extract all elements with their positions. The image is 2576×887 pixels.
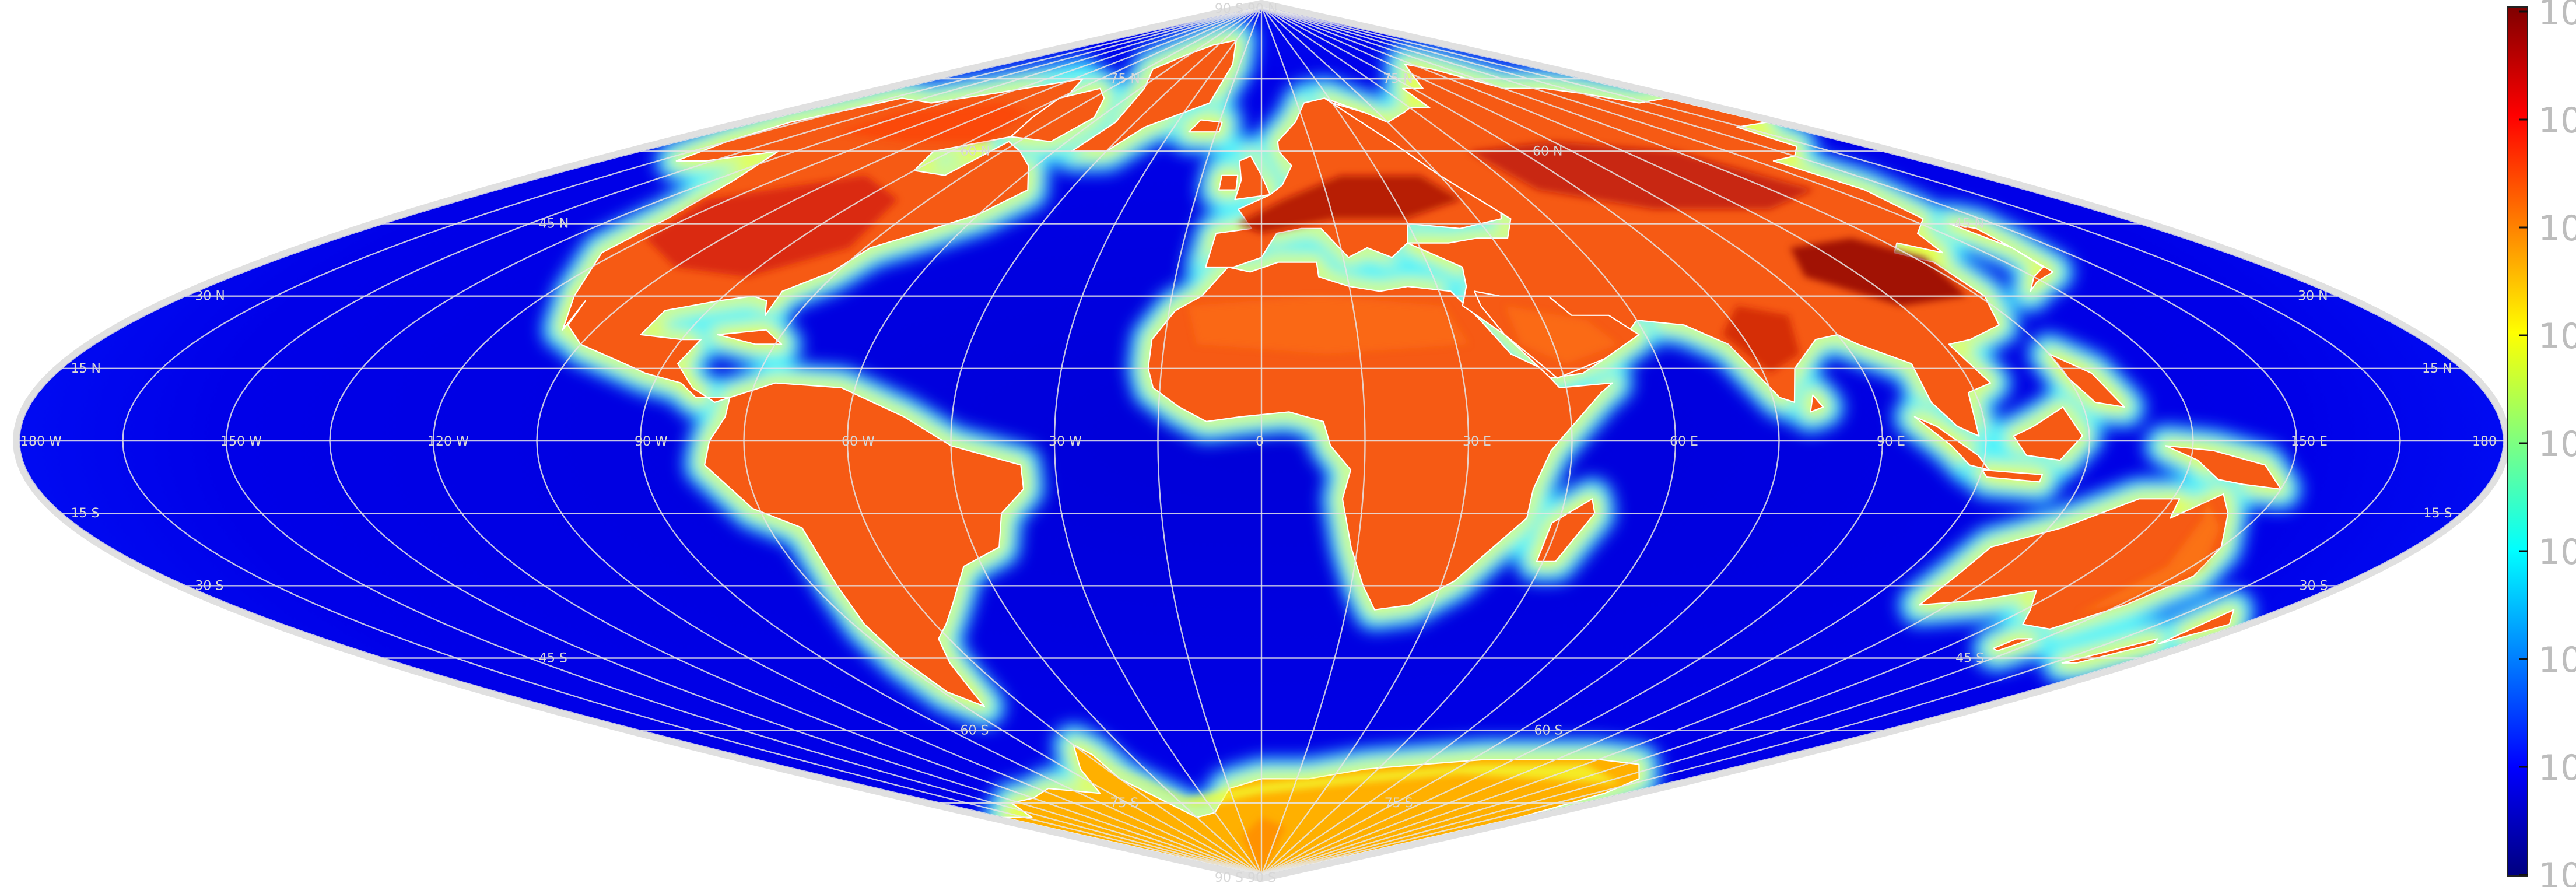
graticule-label: 90 E bbox=[1877, 434, 1905, 449]
shade-siberia-core bbox=[1469, 141, 1814, 209]
graticule-label: 45 S bbox=[539, 651, 567, 666]
land-iceland bbox=[1188, 119, 1223, 133]
colorbar: 10 10 10 10 10 10 10 10 10 bbox=[2507, 0, 2576, 887]
graticule-label: 15 N bbox=[2422, 362, 2452, 376]
graticule-label: 30 N bbox=[195, 289, 225, 304]
shade-canada-north bbox=[837, 103, 1029, 142]
graticule-label: 60 N bbox=[1533, 144, 1562, 159]
colorbar-tick-label: 10 bbox=[2538, 0, 2576, 33]
graticule-label: 60 E bbox=[1670, 434, 1698, 449]
colorbar-tick-label: 10 bbox=[2538, 748, 2576, 788]
graticule-label: 180 bbox=[2472, 434, 2497, 449]
graticule bbox=[19, 6, 2504, 875]
graticule-label: 15 N bbox=[71, 362, 101, 376]
land-cuba bbox=[717, 329, 783, 345]
graticule-label: 45 N bbox=[1954, 217, 1984, 232]
graticule-label: 75 S bbox=[1110, 796, 1138, 811]
graticule-label: 90 S 90 N bbox=[1215, 2, 1277, 16]
land-tasmania bbox=[1992, 638, 2033, 652]
colorbar-ticks: 10 10 10 10 10 10 10 10 10 bbox=[2519, 0, 2576, 887]
graticule-label: 180 W bbox=[20, 434, 62, 449]
shade-antarctica-center bbox=[1242, 817, 1286, 875]
land-srilanka bbox=[1810, 394, 1824, 413]
land-greenland bbox=[1071, 39, 1237, 152]
land-japan bbox=[1948, 223, 2054, 292]
graticule-label: 30 S bbox=[2300, 579, 2328, 593]
shade-arabia-lighter bbox=[1505, 306, 1618, 364]
colorbar-tick-label: 10 bbox=[2538, 208, 2576, 249]
shade-india-core bbox=[1722, 306, 1800, 374]
land-borneo bbox=[2013, 406, 2084, 461]
land-madagascar bbox=[1536, 498, 1596, 562]
graticule-label: 90 W bbox=[635, 434, 668, 449]
colorbar-tick-label: 10 bbox=[2538, 532, 2576, 573]
graticule-label: 30 N bbox=[2298, 289, 2328, 304]
graticule-label: 90 S 90 S bbox=[1215, 871, 1276, 885]
graticule-label: 60 W bbox=[842, 434, 875, 449]
graticule-label: 30 S bbox=[195, 579, 223, 593]
colorbar-tick-label: 10 bbox=[2538, 316, 2576, 357]
graticule-label: 75 N bbox=[1383, 72, 1413, 86]
colorbar-tick-label: 10 bbox=[2538, 100, 2576, 141]
graticule-label: 60 S bbox=[961, 724, 989, 738]
land-ireland bbox=[1218, 174, 1239, 191]
colorbar-tick-label: 10 bbox=[2538, 856, 2576, 887]
colorbar-tick-label: 10 bbox=[2538, 424, 2576, 465]
colorbar-gradient bbox=[2507, 6, 2528, 877]
graticule-label: 45 S bbox=[1955, 651, 1984, 666]
colorbar-tick-label: 10 bbox=[2538, 640, 2576, 681]
graticule-label: 150 E bbox=[2291, 434, 2328, 449]
shade-china-core bbox=[1790, 238, 1967, 306]
graticule-labels: 180 W 150 W 120 W 90 W 60 W 30 W 0 30 E 60 E 90 E… bbox=[20, 2, 2497, 885]
graticule-label: 60 S bbox=[1534, 724, 1563, 738]
graticule-label: 45 N bbox=[539, 217, 569, 232]
graticule-label: 15 S bbox=[2423, 506, 2452, 521]
shade-north-america-core bbox=[646, 175, 898, 277]
graticule-label: 75 S bbox=[1385, 796, 1413, 811]
graticule-label: 150 W bbox=[220, 434, 262, 449]
graticule-label: 120 W bbox=[427, 434, 469, 449]
graticule-label: 0 bbox=[1256, 434, 1264, 449]
land-newzealand_n bbox=[2158, 609, 2235, 644]
graticule-label: 30 W bbox=[1049, 434, 1082, 449]
graticule-label: 15 S bbox=[71, 506, 100, 521]
shade-europe-core bbox=[1237, 175, 1462, 234]
graticule-label: 60 N bbox=[961, 144, 990, 159]
graticule-label: 30 E bbox=[1463, 434, 1491, 449]
land-newzealand_s bbox=[2061, 638, 2158, 664]
land-java bbox=[1981, 469, 2043, 483]
graticule-label: 75 N bbox=[1110, 72, 1140, 86]
land-newguinea bbox=[2164, 445, 2282, 490]
shade-sahara-lighter bbox=[1188, 296, 1469, 354]
